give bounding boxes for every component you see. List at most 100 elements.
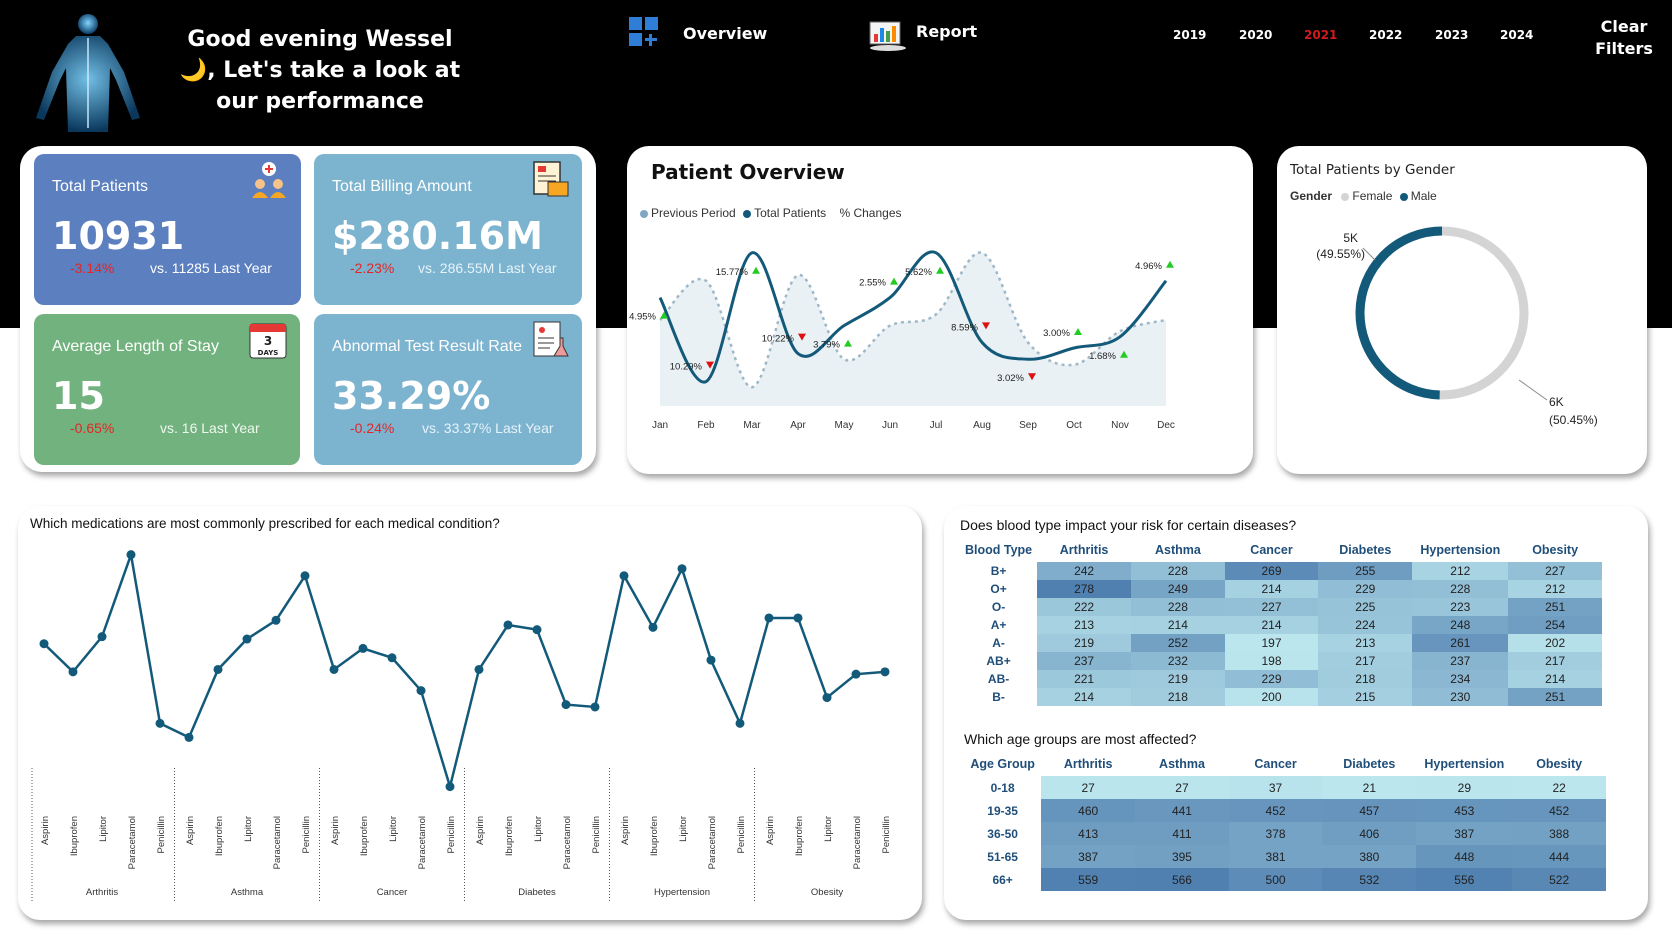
kpi-comparison: vs. 286.55M Last Year: [418, 260, 557, 276]
kpi-value: 15: [52, 374, 105, 418]
age-group-row: 19-35 460 441 452 457 453 452: [964, 799, 1606, 822]
medication-tick-label: Lipitor: [533, 816, 544, 842]
average-length-of-stay-card[interactable]: Average Length of Stay 15 -0.65% vs. 16 …: [34, 314, 300, 465]
medication-tick-label: Aspirin: [765, 816, 776, 845]
prescription-point: [532, 625, 542, 635]
x-tick-label: Mar: [743, 420, 761, 431]
medication-tick-label: Paracetamol: [707, 816, 718, 869]
report-nav-button[interactable]: [868, 18, 908, 57]
patient-overview-chart: Jan Feb Mar Apr May Jun Jul Aug Sep Oct Nov Dec 4.95…: [629, 250, 1175, 431]
percent-change-label: 8.59%: [951, 322, 978, 333]
medication-tick-label: Aspirin: [40, 816, 51, 845]
blood-type-title: Does blood type impact your risk for cer…: [960, 517, 1297, 533]
total-billing-card[interactable]: Total Billing Amount $280.16M -2.23% vs.…: [314, 154, 582, 305]
change-down-marker: [706, 361, 714, 369]
change-down-marker: [1028, 373, 1036, 381]
header-row: Age Group Arthritis Asthma Cancer Diabetes Hy…: [964, 752, 1606, 776]
blood-type-row: B- 214 218 200 215 230 251: [960, 688, 1602, 706]
gender-donut-chart: 5K (49.55%) 6K (50.45%): [1316, 226, 1598, 427]
abnormal-test-rate-card[interactable]: Abnormal Test Result Rate 33.29% -0.24% …: [314, 314, 582, 465]
x-tick-label: Jun: [882, 420, 898, 431]
heat-cell: 261: [1412, 634, 1509, 652]
row-label: B-: [960, 688, 1038, 706]
year-2024-button[interactable]: 2024: [1500, 28, 1534, 42]
medication-tick-label: Penicillin: [301, 816, 312, 854]
heat-cell: 230: [1412, 688, 1509, 706]
prescription-point: [677, 564, 687, 574]
heat-cell: 225: [1318, 598, 1413, 616]
heat-cell: 27: [1041, 776, 1136, 799]
prescription-point: [735, 718, 745, 728]
heat-cell: 378: [1228, 822, 1323, 845]
heat-cell: 278: [1037, 580, 1132, 598]
kpi-change: -0.65%: [70, 420, 115, 436]
condition-group-label: Obesity: [811, 887, 843, 898]
percent-change-label: 10.29%: [670, 362, 703, 373]
heat-cell: 406: [1322, 822, 1417, 845]
year-2022-button[interactable]: 2022: [1369, 28, 1403, 42]
prescription-point: [822, 693, 832, 703]
medication-tick-label: Paracetamol: [127, 816, 138, 869]
medication-tick-label: Ibuprofen: [359, 816, 370, 856]
heat-cell: 248: [1412, 616, 1509, 634]
percent-change-label: 4.96%: [1135, 261, 1162, 272]
medication-tick-label: Aspirin: [620, 816, 631, 845]
medication-tick-label: Aspirin: [330, 816, 341, 845]
heat-cell: 214: [1131, 616, 1225, 634]
medication-tick-label: Aspirin: [185, 816, 196, 845]
prescription-point: [619, 571, 629, 581]
heat-cell: 255: [1318, 562, 1413, 580]
heat-cell: 218: [1318, 670, 1413, 688]
prescription-point: [503, 620, 513, 630]
year-2021-button[interactable]: 2021: [1304, 28, 1338, 42]
total-patients-card[interactable]: Total Patients 10931 -3.14% vs. 11285 La…: [34, 154, 301, 305]
overview-nav-label[interactable]: Overview: [683, 24, 768, 43]
percent-change-label: 5.62%: [905, 267, 932, 278]
clear-filters-button[interactable]: Clear Filters: [1594, 16, 1654, 60]
gender-legend-label: Gender: [1290, 189, 1333, 203]
lab-report-icon: [533, 321, 569, 357]
heat-cell: 223: [1412, 598, 1509, 616]
prescription-point: [706, 655, 716, 665]
prescription-point: [590, 702, 600, 712]
year-2023-button[interactable]: 2023: [1435, 28, 1469, 42]
heat-cell: 229: [1318, 580, 1413, 598]
male-percent-label: (49.55%): [1316, 247, 1365, 261]
change-down-marker: [982, 322, 990, 330]
prescription-point: [358, 643, 368, 653]
heat-cell: 566: [1135, 868, 1229, 891]
blood-type-row: A+ 213 214 214 224 248 254: [960, 616, 1602, 634]
percent-change-label: 3.79%: [813, 340, 840, 351]
billing-icon: [533, 161, 569, 197]
blood-type-row: A- 219 252 197 213 261 202: [960, 634, 1602, 652]
x-tick-label: Nov: [1111, 420, 1129, 431]
row-label: O-: [960, 598, 1038, 616]
previous-period-line: [659, 251, 1167, 389]
prescription-point: [329, 664, 339, 674]
change-up-marker: [1074, 328, 1082, 335]
male-legend-dot: [1399, 192, 1408, 201]
prescription-point: [793, 613, 803, 623]
column-header[interactable]: Blood Type: [965, 543, 1033, 557]
year-2019-button[interactable]: 2019: [1173, 28, 1207, 42]
condition-group-label: Diabetes: [518, 887, 556, 898]
column-header: Asthma: [1159, 757, 1205, 771]
patient-overview-legend: Previous Period Total Patients % Changes: [640, 206, 902, 220]
medication-tick-label: Lipitor: [823, 816, 834, 842]
heat-cell: 21: [1322, 776, 1417, 799]
female-percent-label: (50.45%): [1549, 413, 1598, 427]
row-label: 19-35: [964, 799, 1042, 822]
percent-change-label: 15.77%: [716, 267, 749, 278]
prescription-point: [97, 632, 107, 642]
column-header: Obesity: [1536, 757, 1583, 771]
column-header[interactable]: Age Group: [970, 757, 1035, 771]
year-2020-button[interactable]: 2020: [1239, 28, 1273, 42]
heat-cell: 227: [1508, 562, 1602, 580]
kpi-change: -2.23%: [350, 260, 395, 276]
heat-cell: 234: [1412, 670, 1509, 688]
medication-tick-label: Lipitor: [388, 816, 399, 842]
change-up-marker: [1166, 260, 1174, 268]
report-nav-label[interactable]: Report: [916, 22, 978, 41]
overview-nav-button[interactable]: [628, 16, 660, 53]
male-value-label: 5K: [1343, 231, 1358, 245]
